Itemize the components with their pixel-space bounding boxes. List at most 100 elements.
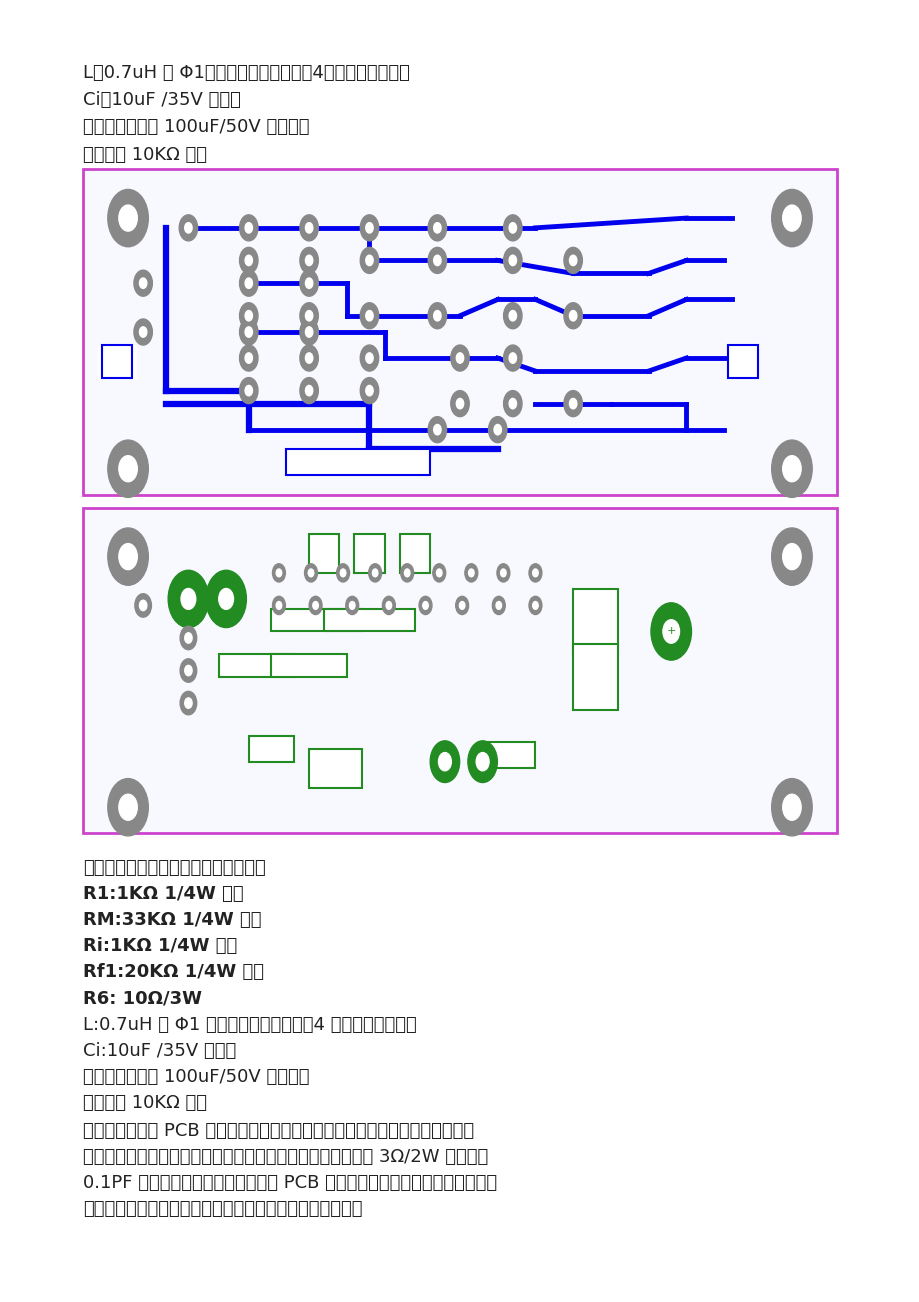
Circle shape — [239, 271, 257, 297]
Text: 1: 1 — [125, 214, 131, 223]
Circle shape — [179, 215, 198, 241]
Circle shape — [782, 794, 800, 820]
Circle shape — [528, 596, 541, 615]
Circle shape — [496, 564, 509, 582]
Text: Ri:1KΩ 1/4W 金膜: Ri:1KΩ 1/4W 金膜 — [83, 937, 237, 956]
Circle shape — [455, 596, 468, 615]
Bar — [309, 749, 361, 788]
Circle shape — [181, 589, 196, 609]
Circle shape — [309, 596, 322, 615]
Circle shape — [508, 255, 516, 266]
Circle shape — [305, 385, 312, 396]
Circle shape — [185, 633, 192, 643]
Circle shape — [108, 440, 148, 497]
Bar — [309, 534, 339, 573]
Circle shape — [276, 569, 281, 577]
Circle shape — [366, 385, 373, 396]
Circle shape — [433, 424, 440, 435]
Circle shape — [239, 215, 257, 241]
Circle shape — [244, 223, 252, 233]
Bar — [482, 742, 535, 768]
Circle shape — [140, 327, 147, 337]
Circle shape — [336, 564, 349, 582]
Circle shape — [349, 602, 355, 609]
Bar — [399, 534, 429, 573]
Circle shape — [528, 564, 541, 582]
Circle shape — [272, 596, 285, 615]
Text: 9: 9 — [125, 802, 131, 812]
Circle shape — [300, 247, 318, 273]
Bar — [101, 345, 131, 378]
Circle shape — [569, 310, 576, 320]
Bar — [248, 736, 294, 762]
Text: 4: 4 — [788, 464, 794, 474]
Circle shape — [503, 302, 521, 328]
Text: L：0.7uH 用 Φ1的漆包线在签字笔上绔4圈，取下来就行了: L：0.7uH 用 Φ1的漆包线在签字笔上绔4圈，取下来就行了 — [83, 64, 409, 82]
Circle shape — [119, 544, 137, 570]
Circle shape — [244, 385, 252, 396]
Circle shape — [404, 569, 410, 577]
Circle shape — [663, 620, 679, 643]
Text: 下面是我排版的 PCB 图，单面板，自己动手加工很容易的。因为只是纯后级，: 下面是我排版的 PCB 图，单面板，自己动手加工很容易的。因为只是纯后级， — [83, 1122, 473, 1141]
Circle shape — [300, 345, 318, 371]
Circle shape — [305, 327, 312, 337]
Circle shape — [427, 247, 446, 273]
Circle shape — [119, 794, 137, 820]
Circle shape — [503, 345, 521, 371]
Text: 10: 10 — [784, 214, 798, 223]
Circle shape — [430, 741, 460, 783]
Circle shape — [312, 602, 318, 609]
FancyBboxPatch shape — [83, 169, 836, 495]
Circle shape — [366, 353, 373, 363]
Circle shape — [569, 255, 576, 266]
Circle shape — [438, 753, 451, 771]
Circle shape — [433, 310, 440, 320]
Circle shape — [300, 271, 318, 297]
Circle shape — [476, 753, 489, 771]
Circle shape — [468, 741, 497, 783]
Circle shape — [305, 310, 312, 320]
Circle shape — [140, 600, 147, 611]
Circle shape — [340, 569, 346, 577]
Bar — [573, 589, 618, 654]
Circle shape — [300, 215, 318, 241]
Circle shape — [272, 564, 285, 582]
Circle shape — [366, 255, 373, 266]
Text: 1: 1 — [125, 552, 131, 561]
Circle shape — [168, 570, 209, 628]
Circle shape — [450, 391, 469, 417]
Circle shape — [495, 602, 501, 609]
Circle shape — [360, 302, 379, 328]
Circle shape — [459, 602, 464, 609]
Circle shape — [532, 602, 538, 609]
Bar — [573, 644, 618, 710]
Circle shape — [436, 569, 441, 577]
Circle shape — [360, 378, 379, 404]
Bar — [97, 345, 135, 378]
Circle shape — [108, 190, 148, 247]
Text: 9: 9 — [125, 464, 131, 474]
Circle shape — [366, 223, 373, 233]
Text: 0.1PF 的喉叭补偿电路。下面左图为 PCB 走线图，右图为元件排列图，马上抓: 0.1PF 的喉叭补偿电路。下面左图为 PCB 走线图，右图为元件排列图，马上抓 — [83, 1174, 496, 1193]
Text: 其余电容一律为 100uF/50V 电解电容: 其余电容一律为 100uF/50V 电解电容 — [83, 118, 309, 137]
Circle shape — [134, 319, 153, 345]
Circle shape — [433, 255, 440, 266]
Bar — [219, 655, 294, 677]
Bar — [727, 345, 757, 378]
Circle shape — [219, 589, 233, 609]
Text: L:0.7uH 用 Φ1 的漆包线在签字笔上绔4 圈，取下来就行了: L:0.7uH 用 Φ1 的漆包线在签字笔上绔4 圈，取下来就行了 — [83, 1016, 416, 1034]
Circle shape — [304, 564, 317, 582]
Circle shape — [492, 596, 505, 615]
Circle shape — [239, 345, 257, 371]
Circle shape — [369, 564, 381, 582]
Circle shape — [119, 206, 137, 232]
Bar — [286, 449, 429, 475]
Circle shape — [244, 255, 252, 266]
Text: 其余电容一律为 100uF/50V 电解电容: 其余电容一律为 100uF/50V 电解电容 — [83, 1068, 309, 1086]
Text: 电位器为 10KΩ 指性: 电位器为 10KΩ 指性 — [83, 1094, 207, 1112]
Text: 4: 4 — [788, 802, 794, 812]
Circle shape — [468, 569, 473, 577]
Circle shape — [532, 569, 538, 577]
Circle shape — [185, 223, 192, 233]
Circle shape — [503, 391, 521, 417]
